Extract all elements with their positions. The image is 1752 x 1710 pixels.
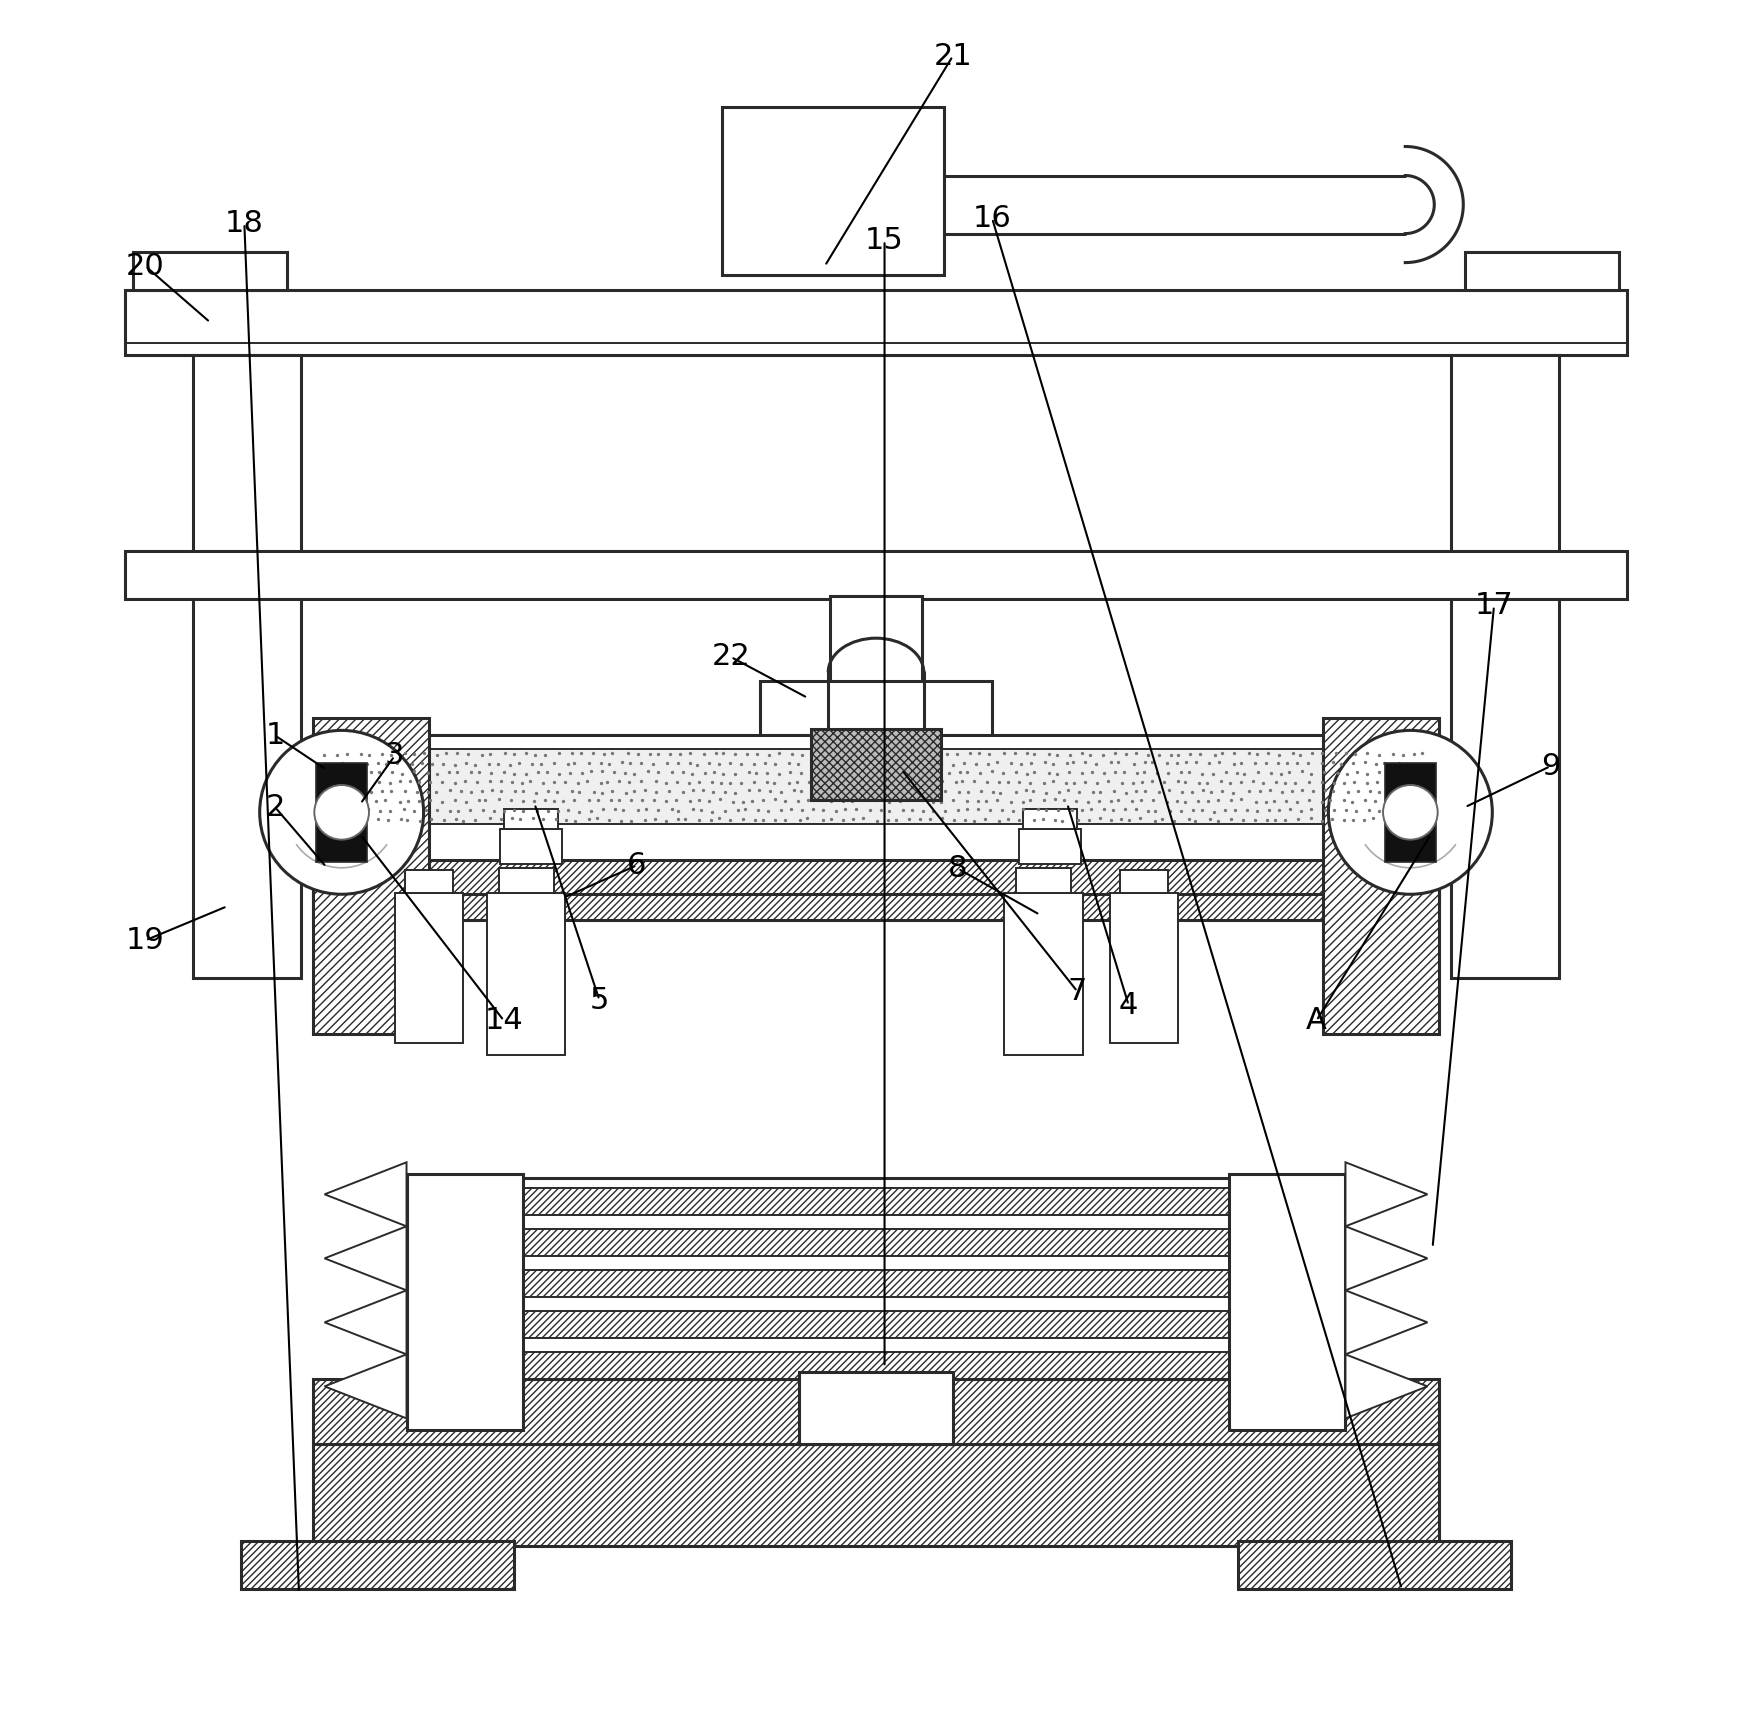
Bar (312, 1380, 1440, 1443)
Polygon shape (324, 1291, 406, 1354)
Text: 17: 17 (1475, 592, 1514, 621)
Bar (406, 1271, 1346, 1298)
Bar (312, 1443, 1440, 1546)
Text: 15: 15 (865, 226, 904, 255)
Bar (1239, 1541, 1510, 1589)
Circle shape (259, 730, 424, 894)
Polygon shape (324, 1354, 406, 1418)
Polygon shape (1346, 1163, 1428, 1226)
Bar (505, 809, 559, 829)
Bar (406, 1312, 1346, 1339)
Bar (242, 1541, 513, 1589)
Bar (312, 735, 1440, 872)
Text: 5: 5 (590, 985, 610, 1014)
Bar (501, 829, 562, 864)
Text: 22: 22 (711, 643, 750, 672)
Bar (406, 1188, 1346, 1216)
Text: 18: 18 (224, 209, 265, 238)
Text: 19: 19 (126, 925, 165, 954)
Bar (406, 1229, 1346, 1257)
Bar (394, 893, 463, 1043)
Bar (1384, 763, 1437, 862)
Text: 4: 4 (1120, 990, 1139, 1019)
Polygon shape (324, 1226, 406, 1291)
Text: 21: 21 (934, 41, 972, 70)
Polygon shape (1346, 1226, 1428, 1291)
Text: 20: 20 (126, 251, 165, 280)
Text: 6: 6 (627, 852, 646, 879)
Bar (722, 108, 944, 275)
Polygon shape (1346, 1354, 1428, 1418)
Bar (312, 860, 1440, 898)
Bar (1230, 1175, 1346, 1430)
Bar (124, 551, 1628, 598)
Text: 14: 14 (485, 1005, 524, 1035)
Circle shape (314, 785, 370, 840)
Text: 8: 8 (948, 855, 967, 882)
Bar (1016, 869, 1070, 893)
Circle shape (1382, 785, 1438, 840)
Bar (133, 253, 287, 291)
Bar (406, 1353, 1346, 1380)
Polygon shape (1346, 1291, 1428, 1354)
Bar (315, 763, 368, 862)
Text: A: A (1305, 1005, 1326, 1035)
Bar (499, 869, 554, 893)
Circle shape (1328, 730, 1493, 894)
Bar (405, 870, 452, 893)
Bar (312, 718, 429, 1035)
Bar (406, 1175, 522, 1430)
Bar (1323, 718, 1440, 1035)
Bar (760, 681, 992, 752)
Bar (124, 291, 1628, 354)
Text: 9: 9 (1540, 752, 1559, 781)
Bar (1120, 870, 1169, 893)
Polygon shape (324, 1163, 406, 1226)
Text: 16: 16 (972, 203, 1011, 233)
Bar (406, 1178, 1346, 1380)
Bar (487, 893, 566, 1055)
Bar (1451, 354, 1559, 978)
Bar (1465, 253, 1619, 291)
Bar (1004, 893, 1083, 1055)
Bar (321, 749, 1431, 824)
Bar (799, 1373, 953, 1443)
Text: 2: 2 (265, 793, 286, 823)
Bar (1020, 829, 1081, 864)
Bar (811, 728, 941, 800)
Bar (830, 595, 922, 684)
Bar (804, 752, 948, 804)
Bar (312, 894, 1440, 920)
Text: 7: 7 (1067, 976, 1088, 1005)
Bar (1023, 809, 1077, 829)
Text: 3: 3 (385, 742, 405, 771)
Bar (1109, 893, 1177, 1043)
Text: 1: 1 (265, 722, 286, 751)
Bar (193, 354, 301, 978)
